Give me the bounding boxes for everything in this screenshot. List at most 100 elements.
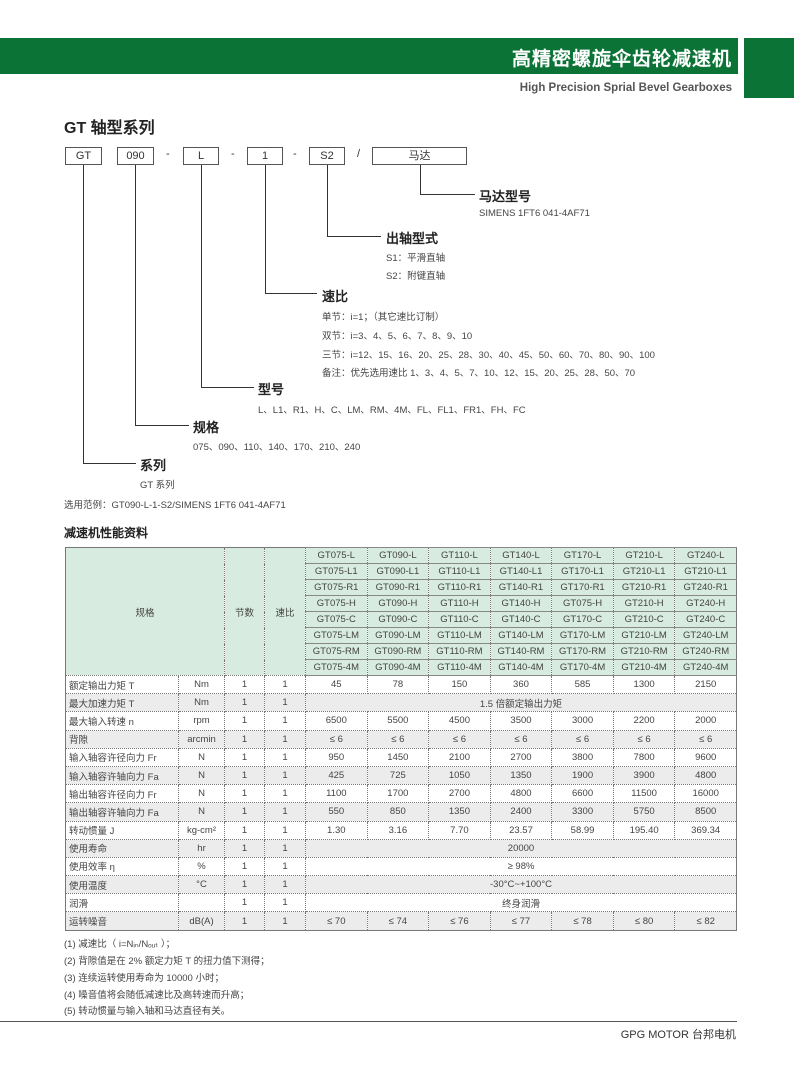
row-value: 7800: [612, 747, 676, 767]
header-spec: 规格: [64, 547, 226, 676]
row-value: 3800: [551, 747, 614, 767]
row-name: 使用效率 η: [65, 856, 179, 877]
table-row: 输入轴容许轴向力 Fa N 1 1 425 725 1050 1350 1900 3900 4800: [65, 765, 737, 786]
row-value: 3000: [551, 711, 614, 731]
footnote: (1) 减速比（ i=Nᵢₙ/Nₒᵤₜ ）；: [64, 939, 176, 950]
code-box-series: GT: [65, 147, 102, 165]
table-row: 最大输入转速 n rpm 1 1 6500 5500 4500 3500 3000 2200 200…: [65, 711, 737, 731]
row-stages: 1: [224, 784, 266, 804]
row-name: 背隙: [65, 729, 179, 749]
row-stages: 1: [224, 711, 266, 731]
row-value: ≤ 6: [305, 729, 368, 749]
model-cell: GT210-LM: [612, 627, 676, 644]
table-row: 最大加速力矩 T Nm 1 1 1.5 倍额定输出力矩: [65, 693, 737, 713]
model-cell: GT075-H: [305, 595, 368, 612]
model-cell: GT075-4M: [305, 659, 368, 676]
row-value: ≤ 6: [674, 729, 737, 749]
row-ratio: 1: [264, 875, 307, 895]
row-value: ≤ 6: [612, 729, 676, 749]
model-cell: GT170-4M: [551, 659, 614, 676]
header-row: GT075-H GT090-H GT110-H GT140-H GT075-H GT210…: [66, 595, 737, 612]
model-cell: GT110-RM: [428, 643, 491, 660]
row-ratio: 1: [264, 802, 307, 822]
model-cell: GT170-RM: [551, 643, 614, 660]
row-stages: 1: [224, 838, 266, 858]
row-value: 1350: [428, 802, 491, 822]
legend-ratio-item: 双节：i=3、4、5、6、7、8、9、10: [322, 331, 473, 342]
row-value: 2700: [428, 784, 491, 804]
section-title: 减速机性能资料: [64, 526, 149, 540]
header-row: GT075-LM GT090-LM GT110-LM GT140-LM GT170-LM…: [66, 627, 737, 644]
legend-ratio-item: 单节：i=1；（其它速比订制）: [322, 312, 445, 323]
row-value: 4800: [489, 784, 553, 804]
row-value: ≤ 76: [428, 911, 491, 931]
row-value: 5750: [612, 802, 676, 822]
header-ratio: 速比: [264, 547, 307, 676]
row-value: 45: [305, 674, 368, 695]
row-unit: Nm: [177, 693, 226, 713]
connector-line: [420, 165, 421, 195]
row-value: 2700: [489, 747, 553, 767]
model-cell: GT210-4M: [612, 659, 676, 676]
model-cell: GT210-L1: [674, 563, 737, 580]
page-title: GT 轴型系列: [64, 120, 155, 137]
legend-shaft-item: S1：平滑直轴: [386, 253, 446, 264]
code-separator: -: [293, 148, 297, 160]
legend-size-item: 075、090、110、140、170、210、240: [193, 442, 361, 453]
connector-line: [83, 463, 136, 464]
row-value: 4800: [674, 765, 737, 786]
row-value: ≤ 6: [551, 729, 614, 749]
row-unit: °C: [177, 875, 226, 895]
table-row: 背隙 arcmin 1 1 ≤ 6 ≤ 6 ≤ 6 ≤ 6 ≤ 6 ≤ 6 ≤ 6: [65, 729, 737, 749]
row-value: 2400: [489, 802, 553, 822]
row-name: 润滑: [65, 893, 179, 913]
row-span-value: 终身润滑: [305, 893, 737, 913]
table-row: 使用寿命 hr 1 1 20000: [65, 838, 737, 858]
legend-ratio-item: 备注：优先选用速比 1、3、4、5、7、10、12、15、20、25、28、50…: [322, 368, 636, 379]
table-row: 使用效率 η% 1 1 ≥ 98%: [65, 856, 737, 877]
side-tab-block: [744, 38, 794, 98]
row-stages: 1: [224, 674, 266, 695]
row-unit: N: [177, 802, 226, 822]
model-cell: GT075-RM: [305, 643, 368, 660]
row-value: 23.57: [489, 820, 553, 840]
footnote: (4) 噪音值将会随低减速比及高转速而升高；: [64, 990, 250, 1001]
row-name: 输出轴容许径向力 Fr: [65, 784, 179, 804]
row-value: 585: [551, 674, 614, 695]
connector-line: [201, 387, 254, 388]
model-cell: GT090-H: [366, 595, 430, 612]
row-span-value: ≥ 98%: [305, 856, 737, 877]
row-value: 850: [366, 802, 430, 822]
footnote: (3) 连续运转使用寿命为 10000 小时；: [64, 973, 224, 984]
row-value: 369.34: [674, 820, 737, 840]
row-value: 425: [305, 765, 368, 786]
model-cell: GT240-RM: [674, 643, 737, 660]
footer-divider: [0, 1021, 737, 1022]
row-ratio: 1: [264, 693, 307, 713]
model-cell: GT140-L: [489, 547, 553, 564]
row-value: 6500: [305, 711, 368, 731]
row-unit: N: [177, 784, 226, 804]
table-row: 输出轴容许径向力 Fr N 1 1 1100 1700 2700 4800 6600 11500 1…: [65, 784, 737, 804]
row-span-value: 1.5 倍额定输出力矩: [305, 693, 737, 713]
row-span-value: 20000: [305, 838, 737, 858]
performance-table: 规格 节数 速比 GT075-L GT090-L GT110-L GT140-L GT170-…: [64, 547, 737, 931]
row-value: 1050: [428, 765, 491, 786]
row-value: 1700: [366, 784, 430, 804]
row-value: 7.70: [428, 820, 491, 840]
header-row: 规格 节数 速比 GT075-L GT090-L GT110-L GT140-L GT170-…: [64, 547, 737, 676]
model-cell: GT090-L: [366, 547, 430, 564]
model-cell: GT210-C: [612, 611, 676, 628]
model-cell: GT140-H: [489, 595, 553, 612]
model-cell: GT140-RM: [489, 643, 553, 660]
row-value: 16000: [674, 784, 737, 804]
row-value: 2150: [674, 674, 737, 695]
legend-shaft-item: S2：附键直轴: [386, 271, 446, 282]
row-value: ≤ 6: [428, 729, 491, 749]
row-value: 9600: [674, 747, 737, 767]
legend-motor-label: 马达型号: [479, 189, 532, 204]
code-separator: /: [357, 148, 361, 160]
row-value: 6600: [551, 784, 614, 804]
row-value: 2200: [612, 711, 676, 731]
legend-shaft-label: 出轴型式: [386, 231, 439, 246]
